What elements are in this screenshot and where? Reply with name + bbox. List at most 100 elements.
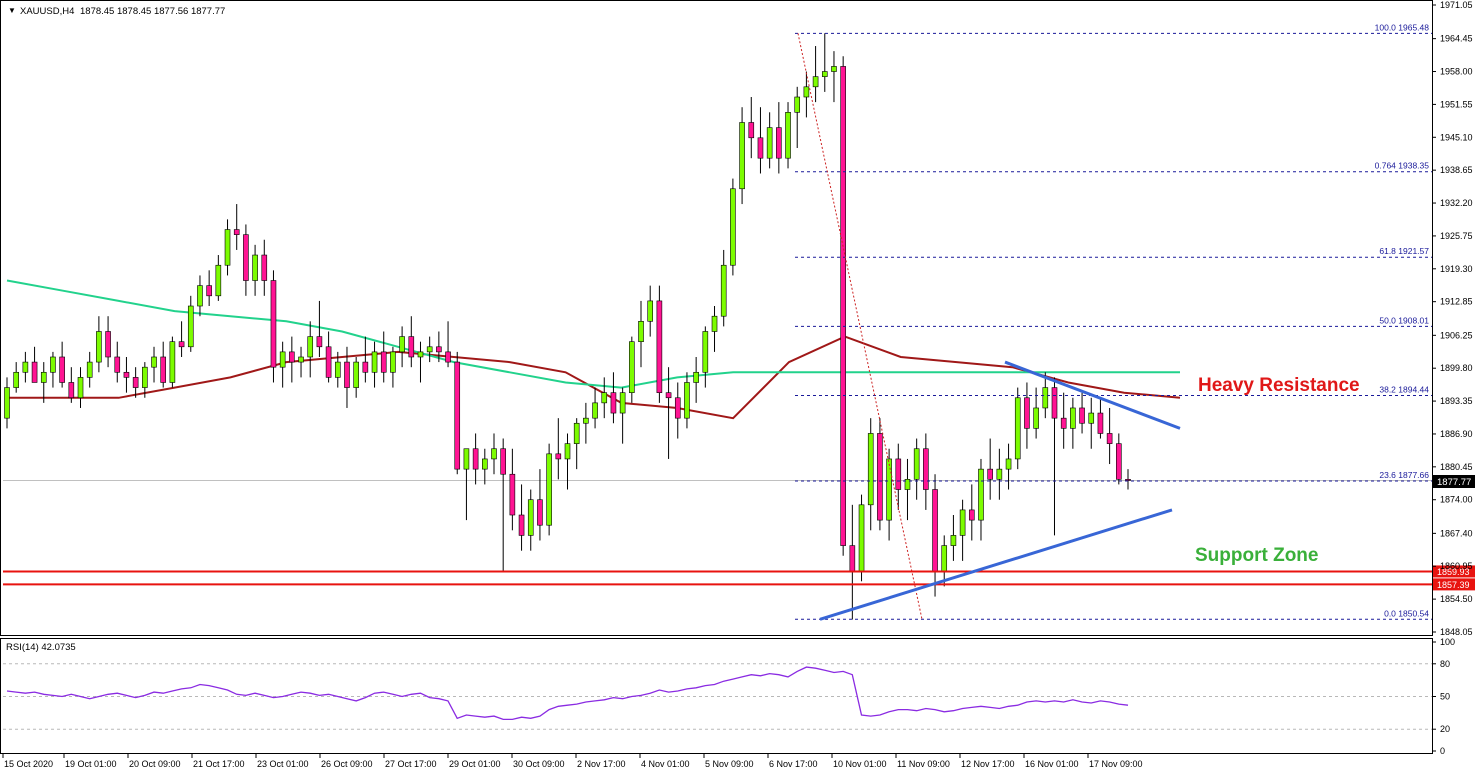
price-tick-label: 1854.50 <box>1440 594 1473 604</box>
candle-bull <box>399 336 405 353</box>
price-tick-label: 1893.35 <box>1440 396 1473 406</box>
support-level-tag <box>1433 578 1475 591</box>
candle-bear <box>674 397 681 419</box>
candle-bull <box>151 356 157 368</box>
time-tick-label: 19 Oct 01:00 <box>65 759 117 769</box>
candle-bull <box>353 361 359 388</box>
candle-bull <box>720 264 727 317</box>
candle-bear <box>160 356 167 383</box>
horizontal-levels[interactable]: 1859.93 1857.39 <box>3 565 1475 591</box>
symbol-dropdown-icon[interactable]: ▼ <box>8 6 16 15</box>
price-tick-label: 1848.05 <box>1440 627 1473 637</box>
candle-bull <box>279 351 286 368</box>
time-tick-label: 2 Nov 17:00 <box>577 759 626 769</box>
price-tick-label: 1938.65 <box>1440 165 1473 175</box>
candle-bear <box>68 382 75 399</box>
candle-bull <box>638 321 644 342</box>
candle-bear <box>445 351 451 363</box>
candle-bull <box>215 264 222 297</box>
candle-bull <box>867 433 874 506</box>
candle-bear <box>748 122 755 139</box>
candlesticks <box>4 33 1131 620</box>
candle-bull <box>913 448 920 480</box>
heavy-resistance-label: Heavy Resistance <box>1198 375 1360 396</box>
price-tick-label: 1971.05 <box>1440 0 1473 10</box>
fib-level-label: 0.0 1850.54 <box>1384 608 1429 618</box>
candle-bull <box>601 392 608 404</box>
candle-bull <box>766 127 773 159</box>
candle-bear <box>105 331 111 358</box>
candle-bear <box>344 361 350 388</box>
candle-bull <box>22 361 29 373</box>
candle-bear <box>472 448 479 470</box>
candle-bull <box>730 188 736 266</box>
candle-bull <box>169 341 176 383</box>
fib-level-label: 38.2 1894.44 <box>1379 385 1429 395</box>
symbol-label: XAUUSD,H4 <box>20 6 74 17</box>
candle-bear <box>895 458 902 490</box>
price-tick-label: 1906.25 <box>1440 330 1473 340</box>
support-level-value: 1857.39 <box>1437 580 1470 590</box>
candle-bear <box>1097 412 1104 434</box>
rsi-label: RSI(14) 42.0735 <box>6 642 76 653</box>
candle-bear <box>537 499 543 526</box>
candle-bull <box>684 382 690 419</box>
candle-bull <box>86 361 93 378</box>
candle-bull <box>13 371 19 388</box>
rsi-tick-label: 100 <box>1440 637 1455 647</box>
moving-average-slow-line <box>6 279 1180 389</box>
candle-bear <box>509 473 516 516</box>
price-tick-label: 1932.20 <box>1440 198 1473 208</box>
rsi-indicator: 100 80 50 20 0 <box>3 637 1455 756</box>
candle-bull <box>1033 407 1039 429</box>
candle-bull <box>390 351 396 373</box>
candle-bear <box>1079 407 1085 424</box>
candle-bull <box>142 366 148 388</box>
candle-bear <box>757 137 764 159</box>
trendlines[interactable] <box>819 360 1181 621</box>
candle-bear <box>776 127 782 159</box>
candle-bull <box>417 351 424 358</box>
candle-bear <box>59 356 65 383</box>
resistance-trendline <box>1004 360 1181 430</box>
candle-bear <box>454 361 461 470</box>
fib-level-label: 23.6 1877.66 <box>1379 470 1429 480</box>
candle-bull <box>886 458 892 521</box>
candle-bull <box>4 387 10 419</box>
candle-bear <box>408 336 415 358</box>
candle-bear <box>849 545 856 572</box>
candle-bear <box>1106 433 1113 444</box>
candle-bear <box>270 280 277 368</box>
price-tick-label: 1925.75 <box>1440 231 1473 241</box>
time-tick-label: 21 Oct 17:00 <box>193 759 245 769</box>
candle-bull <box>739 122 745 190</box>
candle-bull <box>187 305 194 348</box>
candle-bull <box>858 504 865 572</box>
price-tick-label: 1867.40 <box>1440 528 1473 538</box>
candle-bull <box>904 479 911 490</box>
candle-bull <box>647 300 653 322</box>
fib-level-label: 0.764 1938.35 <box>1375 161 1430 171</box>
candle-bear <box>932 489 938 572</box>
candle-bear <box>840 66 846 546</box>
time-tick-label: 15 Oct 2020 <box>4 759 53 769</box>
rsi-line <box>6 666 1129 721</box>
candle-bull <box>482 458 488 470</box>
candle-bear <box>656 300 663 393</box>
candle-bull <box>794 96 801 113</box>
fib-level-label: 50.0 1908.01 <box>1379 315 1429 325</box>
fibonacci-retracement[interactable]: 100.0 1965.48 0.764 1938.35 61.8 1921.57 50… <box>795 22 1432 620</box>
candle-bull <box>334 361 341 378</box>
candle-bull <box>371 351 378 373</box>
time-tick-label: 29 Oct 01:00 <box>449 759 501 769</box>
price-tick-label: 1919.30 <box>1440 264 1473 274</box>
candle-bull <box>573 422 580 444</box>
candle-bear <box>178 341 185 348</box>
candle-bull <box>527 499 534 536</box>
candle-bull <box>592 402 598 419</box>
time-tick-label: 10 Nov 01:00 <box>833 759 887 769</box>
candle-bull <box>252 254 258 281</box>
candle-bull <box>996 468 1003 480</box>
